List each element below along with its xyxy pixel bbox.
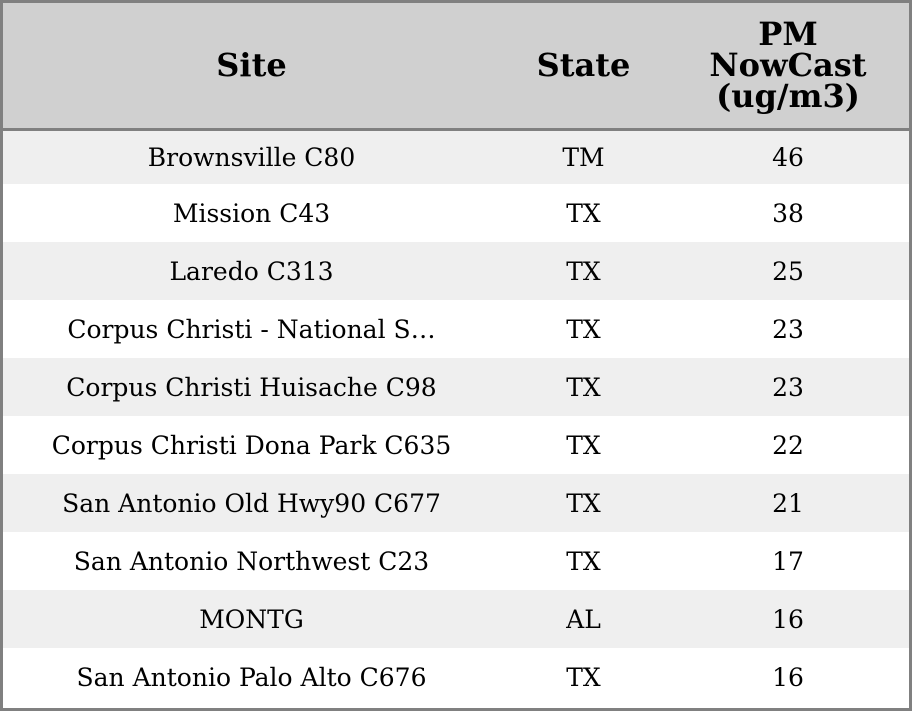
table-body: Brownsville C80 TM 46 Mission C43 TX 38 … — [3, 129, 909, 706]
table-row: Laredo C313 TX 25 — [3, 242, 909, 300]
pm-cell: 38 — [772, 198, 804, 228]
table-row: Mission C43 TX 38 — [3, 184, 909, 242]
pm-cell: 16 — [772, 604, 804, 634]
state-cell: TM — [562, 142, 605, 172]
pm-cell: 23 — [772, 372, 804, 402]
table-row: MONTG AL 16 — [3, 590, 909, 648]
site-cell: MONTG — [199, 604, 304, 634]
pm-cell: 23 — [772, 314, 804, 344]
table-header: Site State PM NowCast (ug/m3) — [3, 3, 909, 131]
state-cell: TX — [566, 198, 601, 228]
header-pm-line-2: NowCast — [709, 45, 867, 84]
pm-cell: 17 — [772, 546, 804, 576]
table-row: Brownsville C80 TM 46 — [3, 129, 909, 184]
header-pm-nowcast[interactable]: PM NowCast (ug/m3) — [667, 3, 909, 131]
pm-cell: 22 — [772, 430, 804, 460]
table-row: Corpus Christi Huisache C98 TX 23 — [3, 358, 909, 416]
site-cell: Corpus Christi Huisache C98 — [66, 372, 437, 402]
header-row: Site State PM NowCast (ug/m3) — [3, 3, 909, 131]
site-cell: Laredo C313 — [169, 256, 334, 286]
state-cell: TX — [566, 314, 601, 344]
site-cell: Corpus Christi - National S… — [67, 314, 436, 344]
header-pm-line-3: (ug/m3) — [716, 76, 860, 115]
table-row: San Antonio Old Hwy90 C677 TX 21 — [3, 474, 909, 532]
site-cell: Brownsville C80 — [147, 142, 356, 172]
pm-cell: 46 — [772, 142, 804, 172]
site-cell: Corpus Christi Dona Park C635 — [51, 430, 452, 460]
state-cell: TX — [566, 372, 601, 402]
header-state[interactable]: State — [500, 3, 667, 131]
pm-cell: 25 — [772, 256, 804, 286]
table-row: San Antonio Northwest C23 TX 17 — [3, 532, 909, 590]
state-cell: TX — [566, 256, 601, 286]
table-row: Corpus Christi - National S… TX 23 — [3, 300, 909, 358]
table-row: Corpus Christi Dona Park C635 TX 22 — [3, 416, 909, 474]
header-site[interactable]: Site — [3, 3, 500, 131]
pm-cell: 21 — [772, 488, 804, 518]
site-cell: Mission C43 — [172, 198, 331, 228]
state-cell: TX — [566, 662, 601, 692]
site-cell: San Antonio Northwest C23 — [73, 546, 430, 576]
pm-cell: 16 — [772, 662, 804, 692]
header-pm-line-1: PM — [758, 14, 818, 53]
state-cell: AL — [566, 604, 601, 634]
state-cell: TX — [566, 546, 601, 576]
site-cell: San Antonio Palo Alto C676 — [76, 662, 427, 692]
state-cell: TX — [566, 430, 601, 460]
site-cell: San Antonio Old Hwy90 C677 — [62, 488, 441, 518]
pm-nowcast-table: Site State PM NowCast (ug/m3) Brownsvill… — [3, 3, 909, 706]
state-cell: TX — [566, 488, 601, 518]
table-row: San Antonio Palo Alto C676 TX 16 — [3, 648, 909, 706]
